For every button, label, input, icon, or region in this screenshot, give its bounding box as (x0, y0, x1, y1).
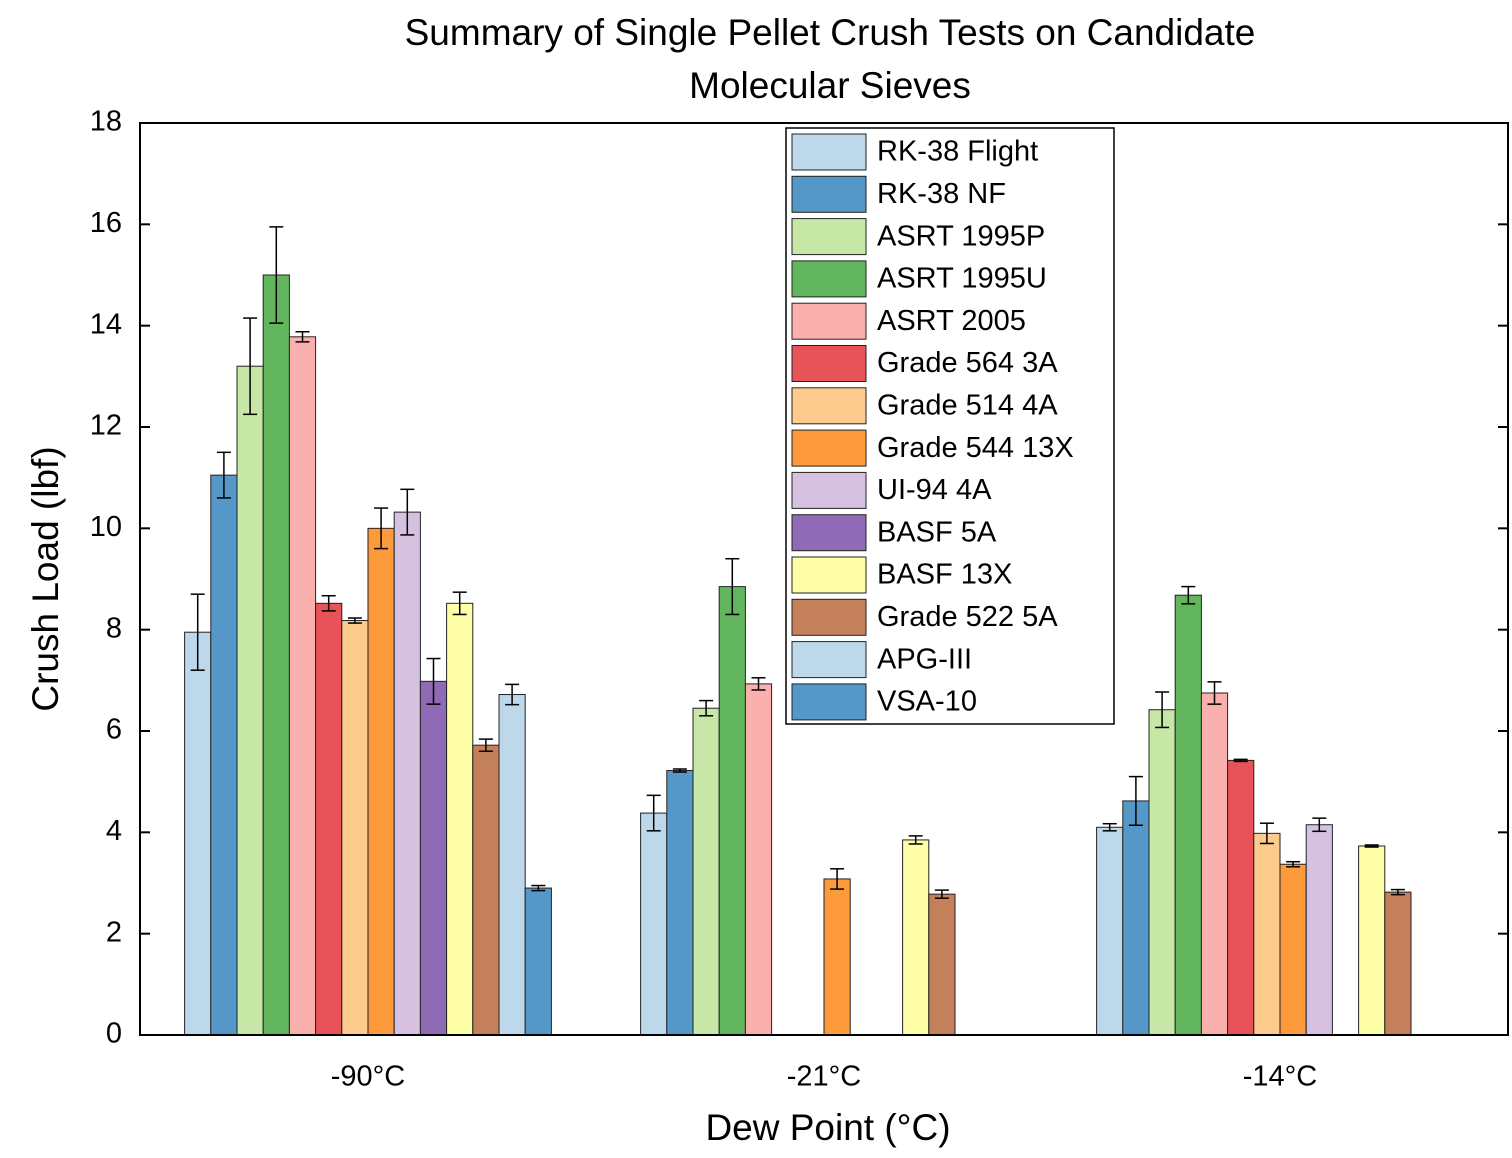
bar (236, 365, 264, 1036)
bar (367, 527, 395, 1036)
legend-label: UI-94 4A (877, 474, 992, 506)
bar (744, 683, 773, 1036)
legend-swatch (791, 218, 867, 256)
bar (446, 602, 474, 1036)
bar (1200, 692, 1229, 1036)
bar (823, 878, 851, 1036)
bar (524, 887, 552, 1036)
legend-label: Grade 514 4A (877, 389, 1058, 421)
y-tick-label: 18 (90, 106, 122, 138)
legend-swatch (791, 429, 867, 467)
y-tick-label: 6 (106, 714, 122, 746)
legend-label: RK-38 NF (877, 178, 1006, 210)
bar (1358, 845, 1386, 1036)
legend-swatch (791, 345, 867, 382)
bar (692, 707, 720, 1036)
x-tick-label: -21°C (787, 1061, 861, 1093)
bar (1174, 594, 1202, 1036)
y-tick-label: 0 (106, 1018, 122, 1050)
legend-swatch (791, 302, 867, 340)
y-tick-label: 12 (90, 410, 122, 442)
legend-swatch (791, 683, 867, 721)
y-tick-label: 2 (106, 916, 122, 948)
legend-label: BASF 13X (877, 559, 1012, 591)
bar (1227, 759, 1255, 1036)
x-axis-label: Dew Point (°C) (705, 1107, 950, 1148)
y-tick-label: 10 (90, 511, 122, 543)
bar (315, 602, 343, 1036)
bar (1305, 824, 1333, 1036)
bar (419, 680, 448, 1036)
bar (498, 694, 526, 1036)
legend-swatch (791, 175, 867, 213)
chart-title: Summary of Single Pellet Crush Tests on … (405, 12, 1256, 53)
legend-swatch (791, 471, 867, 509)
legend-label: Grade 564 3A (877, 347, 1058, 379)
legend-swatch (791, 514, 867, 552)
bar (902, 839, 930, 1036)
bar (640, 812, 668, 1036)
bar (184, 631, 212, 1036)
bar (1384, 891, 1412, 1036)
legend-label: ASRT 1995P (877, 220, 1045, 252)
legend-swatch (791, 387, 867, 425)
legend-label: BASF 5A (877, 516, 997, 548)
legend-swatch (791, 260, 867, 298)
bar (718, 586, 746, 1036)
bar (288, 336, 317, 1036)
legend-swatch (791, 598, 867, 636)
legend-label: ASRT 1995U (877, 263, 1047, 295)
x-tick-label: -90°C (331, 1061, 405, 1093)
x-tick-label: -14°C (1243, 1061, 1317, 1093)
legend-label: RK-38 Flight (877, 136, 1038, 168)
legend-swatch (791, 556, 867, 594)
y-tick-label: 14 (90, 308, 122, 340)
legend-swatch (791, 641, 867, 679)
bar (666, 770, 694, 1036)
bar (472, 744, 500, 1036)
legend-label: VSA-10 (877, 686, 977, 718)
y-axis-label: Crush Load (lbf) (25, 446, 66, 711)
y-tick-label: 16 (90, 207, 122, 239)
y-tick-label: 8 (106, 612, 122, 644)
bar (1122, 800, 1150, 1036)
legend-label: Grade 544 13X (877, 432, 1074, 464)
legend-label: ASRT 2005 (877, 305, 1026, 337)
legend-label: APG-III (877, 643, 972, 675)
chart-title: Molecular Sieves (689, 65, 971, 106)
y-tick-label: 4 (106, 815, 122, 847)
legend-swatch (791, 133, 867, 171)
bar (393, 511, 421, 1036)
plot-frame (139, 122, 1509, 1036)
bar (210, 474, 238, 1036)
bar (928, 893, 956, 1036)
legend-label: Grade 522 5A (877, 601, 1058, 633)
bar (1096, 826, 1124, 1036)
bar (262, 274, 290, 1036)
bar (1148, 709, 1176, 1036)
bar (341, 620, 369, 1036)
bar (1279, 863, 1307, 1036)
bar (1253, 832, 1281, 1036)
